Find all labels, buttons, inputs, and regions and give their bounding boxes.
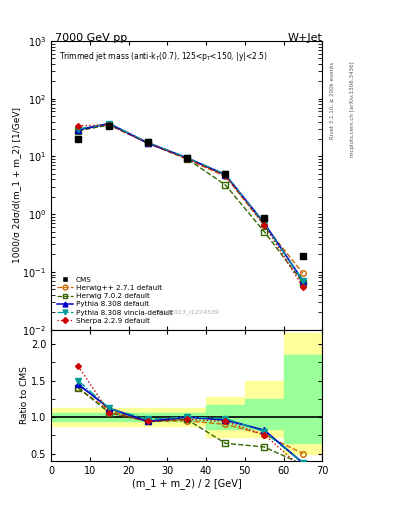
Text: mcplots.cern.ch [arXiv:1306.3436]: mcplots.cern.ch [arXiv:1306.3436] [350,61,355,157]
Text: 7000 GeV pp: 7000 GeV pp [55,33,127,44]
Y-axis label: Ratio to CMS: Ratio to CMS [20,366,29,424]
Text: W+Jet: W+Jet [287,33,322,44]
Y-axis label: 1000/σ 2dσ/d(m_1 + m_2) [1/GeV]: 1000/σ 2dσ/d(m_1 + m_2) [1/GeV] [12,108,21,263]
Legend: CMS, Herwig++ 2.7.1 default, Herwig 7.0.2 default, Pythia 8.308 default, Pythia : CMS, Herwig++ 2.7.1 default, Herwig 7.0.… [55,274,174,326]
Text: Rivet 3.1.10, ≥ 200k events: Rivet 3.1.10, ≥ 200k events [330,61,335,139]
X-axis label: (m_1 + m_2) / 2 [GeV]: (m_1 + m_2) / 2 [GeV] [132,478,242,489]
Text: Trimmed jet mass (anti-k$_T$(0.7), 125<p$_T$<150, |y|<2.5): Trimmed jet mass (anti-k$_T$(0.7), 125<p… [59,50,268,62]
Text: CMS_2013_I1224539: CMS_2013_I1224539 [154,309,220,315]
